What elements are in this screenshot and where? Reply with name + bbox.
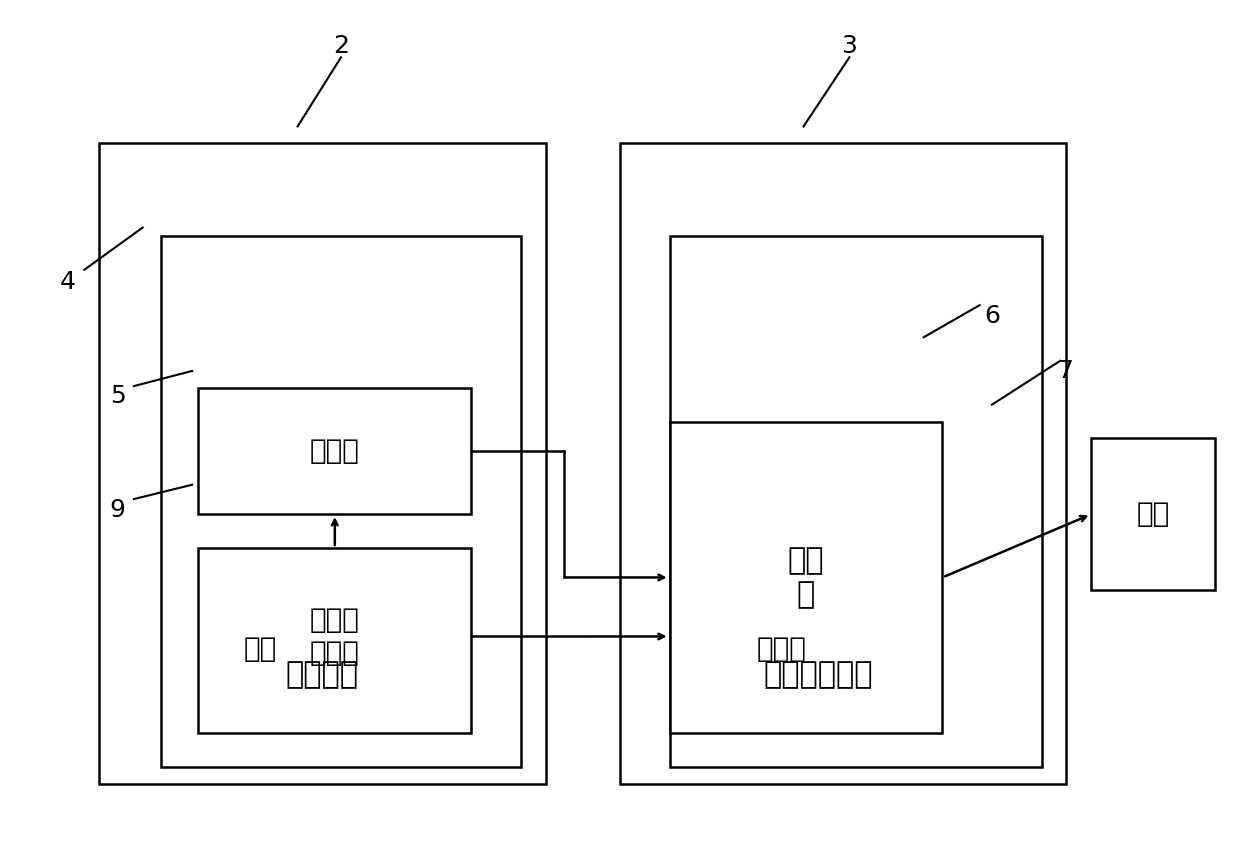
Bar <box>670 422 942 733</box>
Text: 高频处理装置: 高频处理装置 <box>764 660 873 689</box>
Text: 5: 5 <box>110 384 125 408</box>
Text: 设备架: 设备架 <box>756 635 806 663</box>
Bar <box>99 143 546 784</box>
Bar <box>620 143 1066 784</box>
Text: 9: 9 <box>110 498 125 522</box>
Text: 2: 2 <box>334 35 348 58</box>
Text: 4: 4 <box>61 271 76 294</box>
Text: 移动通
信芯片: 移动通 信芯片 <box>310 606 360 667</box>
Bar <box>1091 438 1215 590</box>
Text: 水体: 水体 <box>1137 500 1169 529</box>
Bar <box>198 548 471 733</box>
Text: 机柜: 机柜 <box>244 635 277 663</box>
Bar <box>161 236 521 767</box>
Bar <box>670 236 1042 767</box>
Text: 7: 7 <box>1059 359 1074 383</box>
Bar <box>198 388 471 514</box>
Text: 6: 6 <box>985 304 999 328</box>
Text: 控制装置: 控制装置 <box>286 660 358 689</box>
Text: 发射
器: 发射 器 <box>787 546 825 609</box>
Text: 3: 3 <box>842 35 857 58</box>
Text: 控制器: 控制器 <box>310 437 360 465</box>
